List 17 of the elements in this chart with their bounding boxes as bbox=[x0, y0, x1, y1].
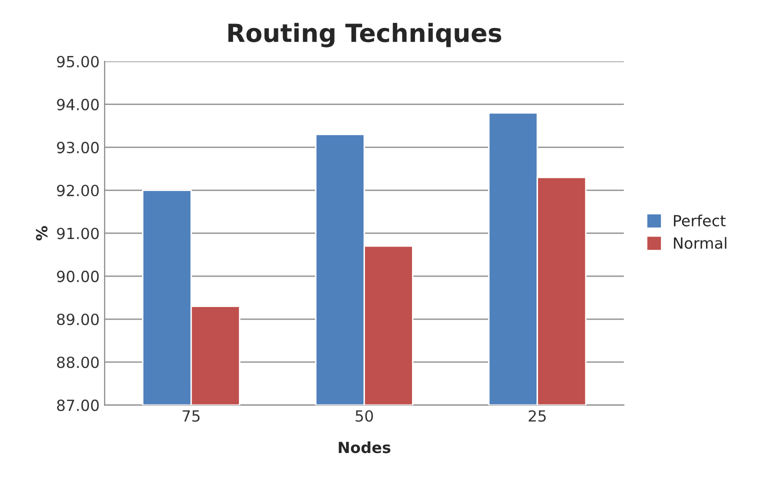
y-tick-label: 92.00 bbox=[56, 184, 99, 196]
y-tick-label: 90.00 bbox=[56, 270, 99, 282]
legend-label: Perfect bbox=[674, 214, 726, 226]
x-axis-title: Nodes bbox=[338, 441, 390, 454]
y-tick-label: 91.00 bbox=[56, 228, 99, 240]
legend-label: Normal bbox=[674, 237, 726, 249]
y-tick-label: 94.00 bbox=[56, 98, 99, 110]
x-tick-label: 50 bbox=[356, 410, 373, 422]
chart-title: Routing Techniques bbox=[228, 22, 502, 48]
y-axis-title: % bbox=[36, 226, 48, 240]
y-tick-label: 88.00 bbox=[57, 356, 99, 368]
y-tick-label: 89.00 bbox=[57, 314, 99, 326]
y-tick-label: 93.00 bbox=[56, 142, 99, 154]
x-tick-label: 75 bbox=[182, 410, 200, 422]
y-tick-label: 87.00 bbox=[57, 400, 99, 412]
y-tick-label: 95.00 bbox=[56, 56, 99, 68]
x-tick-label: 25 bbox=[528, 410, 546, 422]
